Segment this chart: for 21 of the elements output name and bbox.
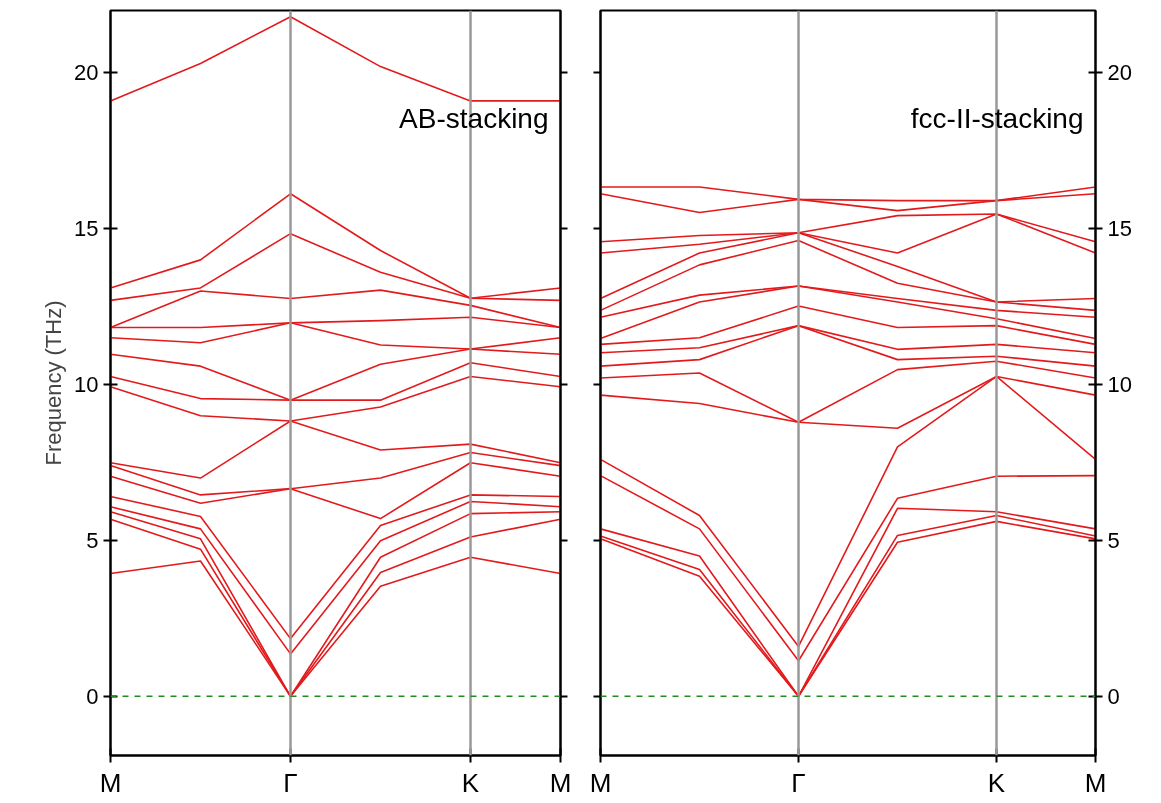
y2-tick-label: 5 — [1107, 527, 1120, 553]
y-tick-label: 15 — [74, 216, 99, 242]
x-tick-label: M — [589, 767, 612, 798]
annotation: AB-stacking — [399, 102, 549, 134]
x-tick-label: K — [461, 767, 480, 798]
y-tick-label: 5 — [86, 527, 99, 553]
y2-tick-label: 10 — [1107, 372, 1132, 398]
y2-tick-label: 15 — [1107, 216, 1132, 242]
annotation: fcc-II-stacking — [910, 102, 1084, 134]
x-tick-label: Γ — [791, 767, 806, 798]
x-tick-label: K — [987, 767, 1006, 798]
x-tick-label: M — [99, 767, 122, 798]
y2-tick-label: 20 — [1107, 60, 1132, 86]
y-tick-label: 20 — [74, 60, 99, 86]
y-axis-title: Frequency (THz) — [41, 300, 67, 466]
y-tick-label: 10 — [74, 372, 99, 398]
y2-tick-label: 0 — [1107, 683, 1120, 709]
x-tick-label: Γ — [283, 767, 298, 798]
y-tick-label: 0 — [86, 683, 99, 709]
x-tick-label: M — [1084, 767, 1107, 798]
x-tick-label: M — [549, 767, 572, 798]
